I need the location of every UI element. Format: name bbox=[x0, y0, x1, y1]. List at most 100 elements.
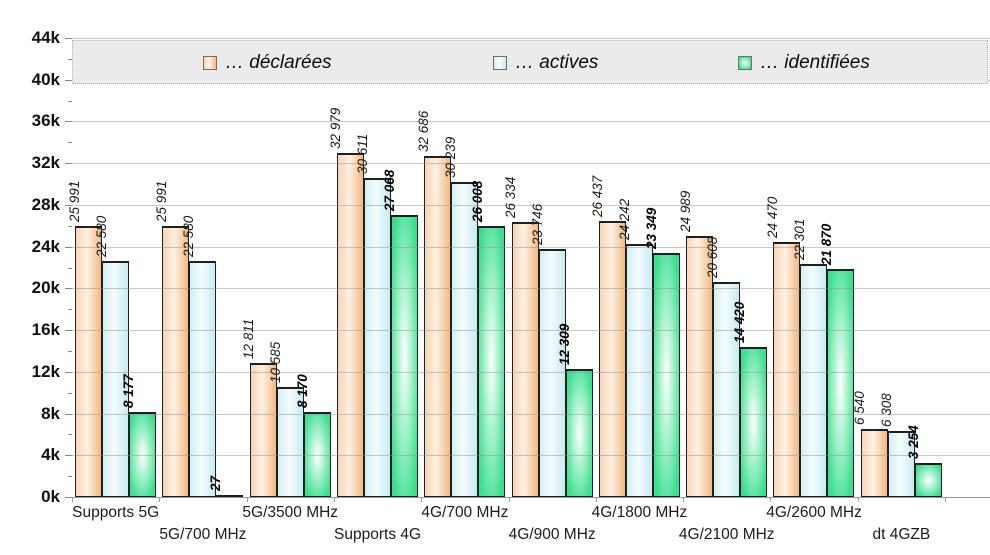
bar-value-label: 27 bbox=[207, 475, 223, 491]
y-axis-tick bbox=[65, 204, 72, 206]
y-axis-minor-tick bbox=[68, 476, 72, 478]
bar-identifiees bbox=[827, 268, 855, 497]
bar-value-label: 24 242 bbox=[617, 198, 633, 241]
bar-declarees bbox=[860, 428, 888, 497]
gridline bbox=[72, 371, 990, 373]
legend-swatch-actives bbox=[493, 56, 507, 70]
bar-value-label: 21 870 bbox=[818, 223, 834, 265]
category-label: dt 4GZB bbox=[872, 526, 931, 543]
bar-value-label: 27 068 bbox=[382, 169, 398, 211]
y-axis-minor-tick bbox=[68, 184, 72, 186]
y-axis-minor-tick bbox=[68, 142, 72, 144]
bar-value-label: 25 991 bbox=[66, 180, 82, 222]
y-axis-tick bbox=[65, 413, 72, 415]
legend: … déclarées … actives … identifiées bbox=[72, 40, 988, 84]
category-label: 4G/900 MHz bbox=[508, 526, 596, 543]
x-axis-tick bbox=[246, 497, 248, 502]
x-axis-tick bbox=[683, 497, 685, 502]
bar-value-label: 12 811 bbox=[241, 319, 257, 360]
bar-value-label: 26 334 bbox=[503, 177, 518, 219]
bar-declarees bbox=[249, 363, 277, 497]
bar-actives bbox=[625, 244, 653, 497]
x-axis-tick bbox=[421, 497, 423, 502]
bar-actives bbox=[102, 261, 129, 497]
gridline bbox=[72, 163, 990, 165]
y-axis-label: 36k bbox=[31, 111, 60, 131]
bar-value-label: 32 686 bbox=[415, 110, 431, 153]
gridline bbox=[72, 288, 990, 290]
bar-value-label: 12 309 bbox=[557, 323, 572, 365]
y-axis-label: 0k bbox=[41, 487, 60, 506]
bar-declarees bbox=[598, 221, 626, 497]
y-axis-tick bbox=[65, 371, 72, 373]
x-axis-tick bbox=[770, 497, 772, 502]
bar-actives bbox=[538, 249, 566, 497]
bar-value-label: 10 585 bbox=[268, 341, 284, 383]
y-axis-minor-tick bbox=[68, 392, 72, 394]
gridline bbox=[72, 330, 990, 332]
bar-identifiees bbox=[303, 411, 331, 497]
y-axis-minor-tick bbox=[68, 309, 72, 311]
bar-actives bbox=[713, 282, 741, 497]
y-axis-minor-tick bbox=[68, 225, 72, 227]
bar-value-label: 23 349 bbox=[644, 208, 660, 250]
bar-value-label: 3 254 bbox=[906, 425, 922, 460]
bar-value-label: 23 746 bbox=[530, 204, 545, 246]
bar-declarees bbox=[773, 241, 801, 497]
bar-identifiees bbox=[565, 368, 593, 497]
gridline bbox=[72, 455, 990, 457]
x-axis-tick bbox=[945, 497, 946, 502]
legend-swatch-declarees bbox=[203, 56, 217, 70]
legend-item-identifiees: … identifiées bbox=[738, 41, 870, 85]
y-axis-tick bbox=[65, 163, 72, 165]
bar-actives bbox=[189, 261, 217, 497]
x-axis-tick bbox=[508, 497, 510, 502]
bar-actives bbox=[887, 431, 915, 497]
bar-actives bbox=[363, 177, 391, 497]
x-axis-tick bbox=[857, 497, 859, 502]
y-axis-tick bbox=[65, 497, 72, 498]
bar-declarees bbox=[162, 225, 190, 497]
y-axis-label: 24k bbox=[31, 236, 60, 256]
category-label: 4G/2600 MHz bbox=[766, 504, 862, 521]
bar-declarees bbox=[336, 152, 364, 497]
bar-value-label: 6 540 bbox=[852, 390, 868, 425]
x-axis-line bbox=[72, 497, 990, 498]
bar-identifiees bbox=[129, 411, 156, 497]
bar-actives bbox=[800, 264, 828, 497]
y-axis-tick bbox=[65, 330, 72, 332]
y-axis-minor-tick bbox=[68, 58, 72, 60]
y-axis-tick bbox=[65, 455, 72, 457]
gridline bbox=[72, 413, 990, 415]
category-label: 4G/2100 MHz bbox=[678, 526, 775, 543]
y-axis-label: 16k bbox=[31, 320, 60, 340]
bar-value-label: 22 301 bbox=[791, 219, 807, 261]
y-axis-label: 12k bbox=[31, 361, 60, 381]
bar-value-label: 32 979 bbox=[328, 107, 344, 149]
legend-item-declarees: … déclarées bbox=[203, 41, 332, 85]
bar-value-label: 20 608 bbox=[704, 236, 720, 279]
category-label: 4G/700 MHz bbox=[421, 504, 509, 521]
y-axis-tick bbox=[65, 121, 72, 123]
bar-value-label: 8 170 bbox=[295, 373, 311, 408]
y-axis-tick bbox=[65, 246, 72, 248]
y-axis-label: 28k bbox=[31, 194, 60, 214]
x-axis-tick bbox=[72, 497, 73, 502]
y-axis-label: 40k bbox=[31, 69, 60, 89]
bar-value-label: 30 611 bbox=[355, 133, 371, 174]
bar-identifiees bbox=[652, 253, 680, 497]
category-label: 4G/1800 MHz bbox=[591, 504, 688, 521]
category-label: Supports 4G bbox=[334, 526, 422, 543]
y-axis-minor-tick bbox=[68, 434, 72, 436]
legend-label-actives: … actives bbox=[515, 52, 599, 73]
bar-identifiees bbox=[740, 346, 768, 497]
y-axis-label: 8k bbox=[41, 403, 60, 423]
bar-declarees bbox=[511, 222, 539, 497]
bar-actives bbox=[451, 181, 479, 497]
legend-item-actives: … actives bbox=[493, 41, 598, 85]
bar-identifiees bbox=[914, 463, 942, 497]
gridline bbox=[72, 38, 990, 39]
bar-value-label: 26 008 bbox=[469, 180, 485, 222]
category-label: 5G/700 MHz bbox=[159, 526, 247, 543]
